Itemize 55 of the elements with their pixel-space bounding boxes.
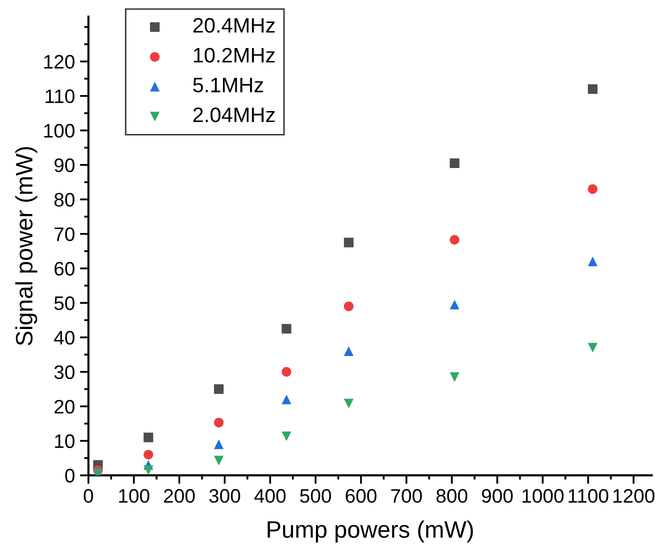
- point: [214, 418, 224, 428]
- x-tick-label: 1200: [613, 489, 654, 503]
- y-axis-title: Signal power (mW): [15, 147, 38, 346]
- x-tick-label: 200: [164, 489, 195, 503]
- y-tick-label: 90: [54, 158, 74, 172]
- point: [450, 234, 460, 245]
- point: [450, 158, 460, 168]
- point: [344, 346, 354, 356]
- y-tick-label: 70: [54, 227, 74, 242]
- point: [588, 256, 598, 266]
- x-tick-label: 0: [84, 489, 94, 503]
- x-tick-label: 300: [209, 489, 240, 503]
- legend-label: 10.2MHz: [194, 48, 275, 63]
- x-tick-label: 900: [482, 489, 513, 503]
- x-axis-title: Pump powers (mW): [268, 520, 473, 543]
- y-tick-label: 80: [54, 192, 74, 207]
- point: [214, 456, 224, 466]
- x-tick-label: 800: [436, 489, 468, 503]
- y-tick-label: 110: [46, 89, 74, 104]
- y-tick-label: 120: [44, 54, 74, 69]
- point: [588, 184, 598, 194]
- point: [282, 324, 292, 334]
- point: [588, 342, 598, 353]
- y-tick-label: 30: [54, 365, 74, 380]
- legend-label: 2.04MHz: [193, 108, 275, 122]
- point: [282, 394, 292, 404]
- point: [282, 367, 292, 377]
- point: [344, 398, 354, 408]
- y-tick-label: 0: [65, 468, 74, 483]
- y-tick-label: 100: [44, 124, 74, 138]
- x-tick-label: 600: [346, 489, 376, 503]
- point: [144, 432, 154, 442]
- point: [450, 300, 460, 310]
- point: [282, 432, 292, 442]
- x-tick-label: 700: [391, 489, 422, 503]
- point: [450, 372, 460, 382]
- point: [344, 302, 354, 312]
- point: [344, 238, 354, 248]
- y-tick-label: 10: [55, 434, 74, 448]
- legend-label: 5.1MHz: [193, 78, 264, 92]
- point: [214, 439, 224, 450]
- x-tick-label: 100: [119, 489, 150, 503]
- y-tick-label: 50: [54, 296, 74, 310]
- point: [588, 84, 598, 94]
- point: [144, 465, 154, 475]
- y-tick-label: 20: [54, 400, 74, 414]
- point: [214, 384, 224, 394]
- legend-label: 20.4MHz: [193, 18, 275, 33]
- x-tick-label: 500: [300, 489, 332, 503]
- y-tick-label: 60: [54, 262, 74, 276]
- point: [144, 450, 154, 460]
- y-tick-label: 40: [54, 330, 74, 345]
- x-tick-label: 400: [254, 489, 286, 503]
- x-tick-label: 1100: [568, 489, 608, 503]
- x-tick-label: 1000: [522, 489, 564, 503]
